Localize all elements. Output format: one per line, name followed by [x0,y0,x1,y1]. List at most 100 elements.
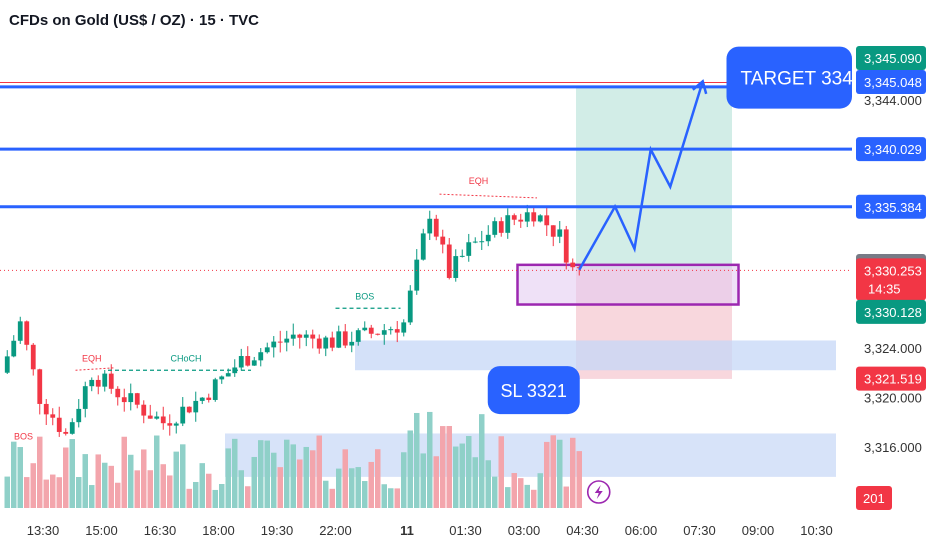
target-callout [726,46,852,109]
price-tick: 3,316.000 [864,440,922,455]
candle-body [108,373,114,389]
candle-body [427,218,433,234]
volume-bar [206,473,212,508]
candle-body [466,242,472,256]
candle-body [570,262,576,268]
time-tick: 01:30 [449,523,482,538]
candle-body [355,330,361,342]
candle-body [167,423,173,426]
candle-body [82,386,88,409]
volume-bar [323,480,329,508]
time-tick: 22:00 [319,523,352,538]
volume-bar [388,488,394,508]
volume-bar [193,481,199,508]
time-tick: 16:30 [144,523,177,538]
candle-body [290,334,296,339]
candle-body [440,236,446,245]
candle-body [401,322,407,333]
time-tick: 09:00 [742,523,775,538]
volume-bar [433,456,439,508]
volume-bar [232,438,238,508]
candle-body [160,416,166,424]
volume-bar [180,444,186,508]
volume-bar [440,426,446,508]
candle-body [173,423,179,426]
volume-bar [303,446,309,508]
price-label-text: 3,340.029 [864,142,922,157]
volume-bar [219,484,225,508]
candle-body [557,229,563,237]
volume-bar [277,467,283,508]
volume-bar [154,435,160,508]
volume-bar [134,470,140,508]
volume-bar [251,456,257,508]
volume-bar [531,489,537,508]
time-tick: 15:00 [85,523,118,538]
volume-bar [50,474,56,508]
candle-body [147,415,153,419]
candle-body [30,344,36,370]
volume-bar [199,463,205,508]
candle-body [388,329,394,331]
volume-bar [102,462,108,508]
annotation-label: BOS [355,292,374,302]
volume-bar [290,444,296,508]
volume-bar [401,452,407,508]
candle-body [349,341,355,346]
volume-bar [336,468,342,508]
candle-body [43,403,49,415]
volume-bar [17,447,23,508]
price-label-teal [856,299,926,324]
candle-body [128,393,134,403]
volume-bar [427,411,433,508]
price-label-teal [856,46,926,70]
volume-bar [95,454,101,508]
volume-bar [121,436,127,508]
candle-body [381,330,387,335]
volume-bar [524,484,530,508]
price-label-text: 3,330.253 [864,263,922,278]
volume-bar [147,470,153,508]
price-tick: 3,320.000 [864,391,922,406]
volume-bar [173,451,179,508]
stop-callout [487,366,580,415]
candle-body [420,233,426,260]
volume-bar [537,473,543,508]
candle-body [11,340,17,357]
volume-bar [479,414,485,508]
lightning-icon [594,485,603,499]
candle-body [453,256,459,278]
volume-bar [570,437,576,508]
price-label-text: 3,335.384 [864,200,922,215]
candle-body [316,338,322,349]
volume-bar [63,447,69,508]
candle-body [199,397,205,401]
candle-body [102,373,108,387]
candle-body [362,327,368,331]
candle-body [115,388,121,398]
volume-bar [407,430,413,508]
candle-body [323,337,329,349]
time-tick: 11 [400,523,414,538]
candle-body [69,422,75,434]
candle-body [518,219,524,222]
candle-body [284,338,290,343]
candle-body [271,341,277,348]
candle-body [394,329,400,333]
candle-body [407,290,413,323]
volume-bar [30,463,36,508]
volume-bar [316,435,322,508]
time-tick: 04:30 [566,523,599,538]
candle-body [154,416,160,419]
volume-bar [115,482,121,508]
price-tick: 3,344.000 [864,93,922,108]
volume-bar [472,457,478,508]
candle-body [4,356,10,373]
candle-body [550,225,556,237]
time-tick: 13:30 [27,523,60,538]
candle-body [264,347,270,353]
volume-bar [186,488,192,508]
volume-bar [466,436,472,508]
candle-body [245,356,251,366]
